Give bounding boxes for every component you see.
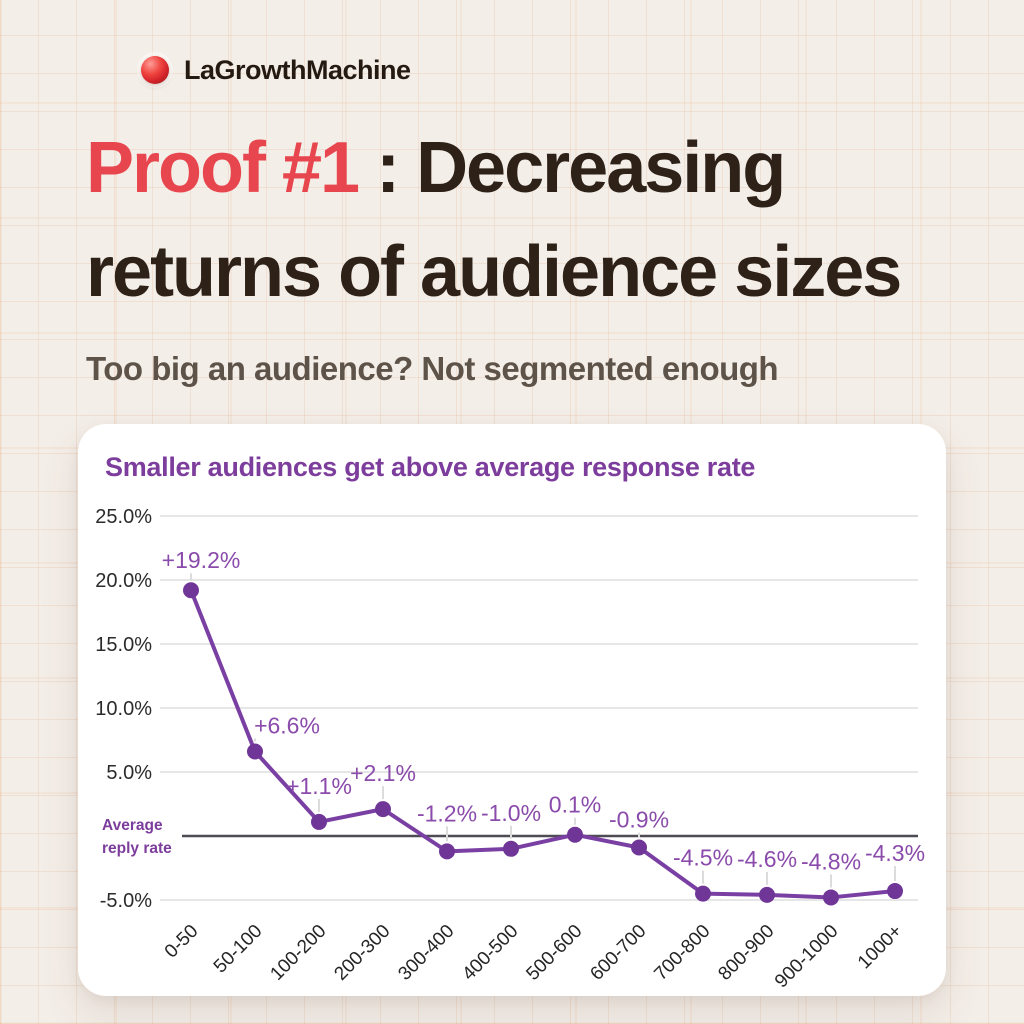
data-point-label: 0.1% (549, 792, 601, 818)
x-tick-label: 900-1000 (771, 921, 843, 993)
data-point-label: -0.9% (609, 807, 669, 833)
data-point-label: -1.0% (481, 800, 541, 826)
baseline-label-line1: Average (102, 817, 163, 834)
data-point (183, 582, 199, 599)
x-tick-label: 600-700 (586, 921, 650, 985)
response-rate-chart: 25.0% 20.0% 15.0% 10.0% 5.0% -5.0% Average repl… (95, 506, 925, 993)
x-tick-label: 700-800 (650, 921, 714, 985)
data-point (439, 843, 455, 860)
data-point (567, 826, 583, 843)
data-point-label: -4.6% (737, 846, 797, 872)
y-tick-label: 5.0% (106, 762, 152, 784)
data-point-label: +19.2% (162, 547, 241, 573)
x-tick-label: 1000+ (854, 921, 907, 974)
x-tick-label: 50-100 (210, 921, 267, 978)
chart-card: Smaller audiences get above average resp… (78, 424, 946, 996)
data-line (189, 588, 897, 900)
data-point-label: +1.1% (286, 773, 352, 799)
y-tick-label: 10.0% (95, 698, 152, 720)
x-tick-label: 800-900 (714, 921, 778, 985)
x-tick-label: 300-400 (394, 921, 458, 985)
main-title-line1: Proof #1 : Decreasing (86, 116, 1024, 220)
main-title-line2: returns of audience sizes (86, 232, 902, 312)
data-point (887, 883, 903, 900)
main-title-highlight: Proof #1 (86, 128, 360, 208)
x-tick-label: 500-600 (522, 921, 586, 985)
x-tick-label: 0-50 (161, 921, 203, 963)
data-point (823, 889, 839, 906)
y-tick-label: -5.0% (100, 890, 152, 912)
data-point-label: -4.3% (865, 840, 925, 866)
data-point (695, 885, 711, 902)
data-point-label: +2.1% (350, 760, 416, 786)
data-point-label: +6.6% (254, 713, 320, 739)
brand-logo: LaGrowthMachine (141, 54, 1024, 85)
data-point (759, 886, 775, 903)
data-point-label: -1.2% (417, 800, 477, 826)
y-tick-label: 20.0% (95, 570, 152, 592)
x-tick-label: 200-300 (330, 921, 394, 985)
data-point (503, 840, 519, 857)
subtitle: Too big an audience? Not segmented enoug… (86, 350, 779, 387)
data-point (375, 801, 391, 818)
x-tick-label: 100-200 (266, 921, 330, 985)
y-tick-label: 15.0% (95, 634, 152, 656)
main-title-rest: : Decreasing (358, 128, 786, 208)
data-point-label: -4.5% (673, 845, 733, 871)
chart-title: Smaller audiences get above average resp… (105, 452, 756, 482)
y-tick-label: 25.0% (95, 506, 152, 528)
data-point-label: -4.8% (801, 848, 861, 874)
brand-name: LaGrowthMachine (184, 54, 411, 85)
brand-dot-icon (141, 56, 169, 84)
data-point (247, 743, 263, 760)
main-title: Proof #1 : Decreasing returns of audienc… (86, 116, 1024, 324)
data-point (311, 813, 327, 830)
data-point (631, 839, 647, 856)
x-tick-label: 400-500 (458, 921, 522, 985)
baseline-label-line2: reply rate (102, 840, 172, 857)
